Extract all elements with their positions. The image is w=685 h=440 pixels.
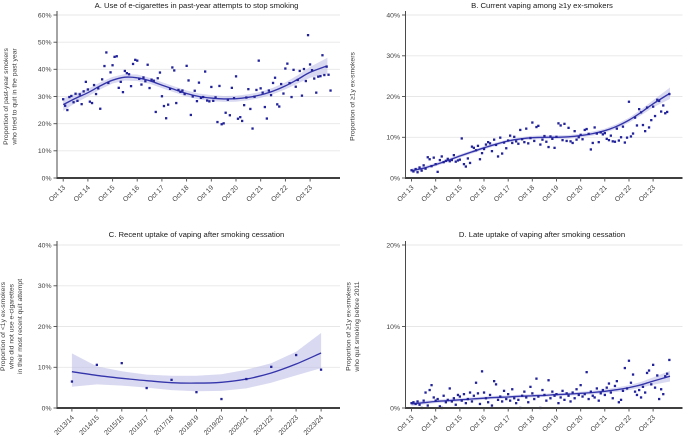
panel-c-chart: 0% 10% 20% 30% 40% 2013/14 2014/15 2015/16 2016/… [0, 230, 340, 437]
svg-text:0%: 0% [390, 175, 400, 182]
svg-text:30%: 30% [386, 53, 400, 60]
svg-text:Oct 13: Oct 13 [396, 414, 415, 433]
svg-text:Oct 22: Oct 22 [614, 414, 633, 433]
svg-text:Oct 17: Oct 17 [493, 184, 512, 203]
panel-a-chart: 0% 10% 20% 30% 40% 50% 60% Oct 13 Oct 14 Oct 15 Oc… [3, 1, 340, 204]
svg-text:Oct 18: Oct 18 [517, 414, 536, 433]
svg-text:2013/14: 2013/14 [53, 414, 75, 436]
svg-text:who quit smoking before 2011: who quit smoking before 2011 [354, 281, 361, 372]
svg-text:Oct 21: Oct 21 [246, 184, 265, 203]
svg-text:Oct 19: Oct 19 [541, 414, 560, 433]
svg-text:Oct 23: Oct 23 [638, 414, 657, 433]
svg-text:who did not use e-cigarettes: who did not use e-cigarettes [9, 283, 16, 370]
svg-text:B. Current vaping among ≥1y ex: B. Current vaping among ≥1y ex-smokers [471, 1, 613, 10]
svg-text:Oct 14: Oct 14 [421, 184, 440, 203]
svg-text:Oct 15: Oct 15 [97, 184, 116, 203]
svg-text:Proportion of ≥1y ex-smokers: Proportion of ≥1y ex-smokers [350, 52, 357, 141]
svg-text:2016/17: 2016/17 [128, 414, 150, 436]
svg-text:2014/15: 2014/15 [78, 414, 100, 436]
svg-text:2022/23: 2022/23 [278, 414, 300, 436]
svg-text:Oct 23: Oct 23 [638, 184, 657, 203]
svg-text:Oct 18: Oct 18 [171, 184, 190, 203]
svg-text:40%: 40% [386, 12, 400, 19]
svg-text:60%: 60% [38, 12, 52, 19]
svg-text:20%: 20% [38, 121, 52, 128]
svg-text:Oct 16: Oct 16 [469, 184, 488, 203]
svg-text:Oct 16: Oct 16 [469, 414, 488, 433]
svg-text:20%: 20% [38, 324, 52, 331]
svg-text:Oct 20: Oct 20 [221, 184, 240, 203]
panel-b-current-vaping-ex-smokers: 0% 10% 20% 30% 40% Oct 13 Oct 14 Oct 15 Oct 16 Oc… [342, 0, 685, 220]
svg-text:30%: 30% [38, 94, 52, 101]
panel-c-recent-uptake: 0% 10% 20% 30% 40% 2013/14 2014/15 2015/16 2016/… [0, 220, 342, 440]
panel-d-chart: 0% 10% 20% Oct 13 Oct 14 Oct 15 Oct 16 Oct 17 Oc… [346, 230, 683, 434]
svg-text:Oct 21: Oct 21 [590, 414, 609, 433]
svg-text:Oct 13: Oct 13 [396, 184, 415, 203]
svg-text:Oct 19: Oct 19 [196, 184, 215, 203]
svg-text:2023/24: 2023/24 [303, 414, 325, 436]
panel-b-chart: 0% 10% 20% 30% 40% Oct 13 Oct 14 Oct 15 Oct 16 Oc… [350, 1, 683, 204]
panel-d-late-uptake: 0% 10% 20% Oct 13 Oct 14 Oct 15 Oct 16 Oct 17 Oc… [342, 220, 685, 440]
svg-text:0%: 0% [390, 405, 400, 412]
svg-text:Oct 16: Oct 16 [122, 184, 141, 203]
svg-text:10%: 10% [38, 365, 52, 372]
svg-text:who tried to quit in the past: who tried to quit in the past year [12, 48, 19, 146]
svg-text:2018/19: 2018/19 [178, 414, 200, 436]
svg-text:Oct 15: Oct 15 [445, 184, 464, 203]
svg-text:20%: 20% [386, 242, 400, 249]
svg-text:Oct 22: Oct 22 [614, 184, 633, 203]
svg-text:Oct 14: Oct 14 [73, 184, 92, 203]
svg-text:2017/18: 2017/18 [153, 414, 175, 436]
svg-text:Oct 14: Oct 14 [421, 414, 440, 433]
svg-text:50%: 50% [38, 40, 52, 47]
svg-text:2019/20: 2019/20 [203, 414, 225, 436]
svg-text:Proportion of <1y ex-smokers: Proportion of <1y ex-smokers [0, 281, 7, 371]
svg-text:Oct 21: Oct 21 [590, 184, 609, 203]
svg-text:Oct 17: Oct 17 [493, 414, 512, 433]
svg-text:2021/22: 2021/22 [253, 414, 275, 436]
svg-text:Oct 17: Oct 17 [147, 184, 166, 203]
svg-text:10%: 10% [386, 135, 400, 142]
svg-text:Proportion of ≥1y ex-smokers: Proportion of ≥1y ex-smokers [346, 282, 353, 371]
svg-text:20%: 20% [386, 94, 400, 101]
svg-text:Oct 18: Oct 18 [517, 184, 536, 203]
svg-text:Oct 15: Oct 15 [445, 414, 464, 433]
svg-text:Proportion of past-year smoker: Proportion of past-year smokers [3, 48, 10, 145]
svg-text:40%: 40% [38, 67, 52, 74]
svg-text:Oct 20: Oct 20 [566, 414, 585, 433]
svg-text:Oct 22: Oct 22 [270, 184, 289, 203]
svg-text:10%: 10% [38, 148, 52, 155]
svg-text:30%: 30% [38, 283, 52, 290]
svg-text:Oct 20: Oct 20 [566, 184, 585, 203]
svg-text:0%: 0% [42, 405, 52, 412]
svg-text:Oct 13: Oct 13 [48, 184, 67, 203]
svg-text:10%: 10% [386, 324, 400, 331]
svg-text:2020/21: 2020/21 [228, 414, 250, 436]
svg-text:A. Use of e-cigarettes in past: A. Use of e-cigarettes in past-year atte… [95, 1, 299, 10]
svg-text:Oct 19: Oct 19 [541, 184, 560, 203]
panel-a-ecig-quit-attempts: 0% 10% 20% 30% 40% 50% 60% Oct 13 Oct 14 Oct 15 Oc… [0, 0, 342, 220]
svg-text:0%: 0% [42, 175, 52, 182]
svg-text:D. Late uptake of vaping after: D. Late uptake of vaping after smoking c… [459, 230, 625, 239]
svg-text:Oct 23: Oct 23 [295, 184, 314, 203]
svg-text:C. Recent uptake of vaping aft: C. Recent uptake of vaping after smoking… [109, 230, 285, 239]
svg-text:in their most recent quit atte: in their most recent quit attempt [17, 279, 24, 374]
svg-text:40%: 40% [38, 242, 52, 249]
svg-text:2015/16: 2015/16 [103, 414, 125, 436]
